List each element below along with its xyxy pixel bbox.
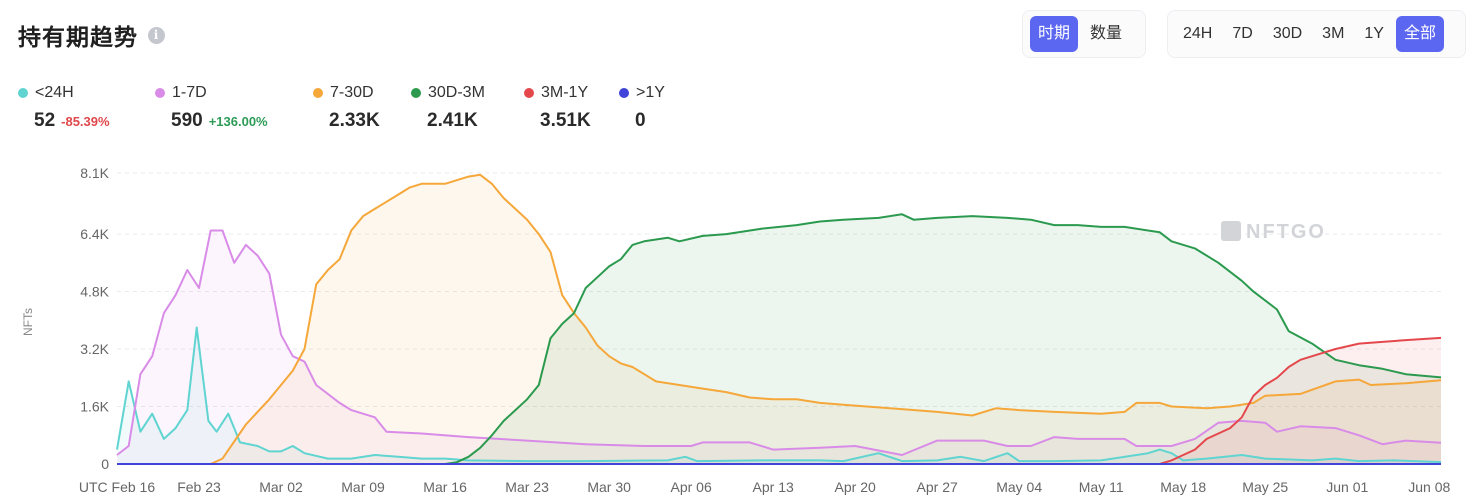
page-title: 持有期趋势 i xyxy=(18,18,165,52)
y-axis: 0 1.6K 3.2K 4.8K 6.4K 8.1K xyxy=(80,165,109,472)
legend-value: 52 xyxy=(34,110,56,131)
x-tick-label: Jun 01 xyxy=(1326,479,1368,495)
legend-dot xyxy=(411,88,421,98)
legend-dot xyxy=(155,88,165,98)
range-7d[interactable]: 7D xyxy=(1232,25,1253,42)
legend-item-30d-3m[interactable]: 30D-3M 2.41K xyxy=(411,84,485,132)
series-area-30d-3m xyxy=(117,214,1441,464)
legend-item-1-7d[interactable]: 1-7D 590 +136.00% xyxy=(155,84,268,132)
range-3m[interactable]: 3M xyxy=(1322,25,1345,42)
legend-value: 3.51K xyxy=(540,110,591,131)
legend-label: 30D-3M xyxy=(428,84,485,101)
legend-label: 1-7D xyxy=(172,84,207,101)
range-all[interactable]: 全部 xyxy=(1395,16,1444,52)
view-option-period[interactable]: 时期 xyxy=(1030,16,1079,52)
watermark-text: NFTGO xyxy=(1246,221,1326,243)
legend-item-3m-1y[interactable]: 3M-1Y 3.51K xyxy=(524,84,591,132)
legend-change: -85.39% xyxy=(61,114,110,129)
series-line-7-30d[interactable] xyxy=(117,173,1442,465)
range-30d[interactable]: 30D xyxy=(1272,25,1303,42)
legend-item-7-30d[interactable]: 7-30D 2.33K xyxy=(313,84,380,132)
x-tick-label: May 18 xyxy=(1160,479,1206,495)
holding-period-chart[interactable]: NFTGO 0 1.6K 3.2K 4.8K 6.4K 8.1K UTC Feb 16 Fe… xyxy=(0,150,1468,499)
nftgo-logo-icon xyxy=(1221,221,1241,241)
series-area-1-7d xyxy=(117,230,1441,464)
y-axis-label: NFTs xyxy=(21,308,35,336)
legend-dot xyxy=(524,88,534,98)
x-tick-label: Apr 20 xyxy=(835,479,876,495)
legend-value: 590 xyxy=(171,110,203,131)
x-tick-label: May 11 xyxy=(1079,479,1124,495)
series-area-3m-1y xyxy=(117,337,1441,464)
y-tick-label: 4.8K xyxy=(80,284,109,300)
info-icon[interactable]: i xyxy=(148,26,165,44)
legend-dot xyxy=(619,88,629,98)
x-tick-label: May 04 xyxy=(996,479,1042,495)
legend-label: 3M-1Y xyxy=(541,84,589,101)
series-line-24h[interactable] xyxy=(116,326,1442,464)
legend-label: <24H xyxy=(35,84,74,101)
x-tick-label: UTC Feb 16 xyxy=(79,479,155,495)
x-tick-label: Apr 13 xyxy=(753,479,794,495)
x-axis: UTC Feb 16 Feb 23 Mar 02 Mar 09 Mar 16 Mar 23… xyxy=(79,479,1451,495)
legend-dot xyxy=(313,88,323,98)
x-tick-label: Mar 30 xyxy=(587,479,631,495)
x-tick-label: Mar 09 xyxy=(341,479,385,495)
y-tick-label: 8.1K xyxy=(80,165,109,181)
y-tick-label: 1.6K xyxy=(80,399,109,415)
legend-value: 2.33K xyxy=(329,110,380,131)
series-area-7-30d xyxy=(117,174,1441,465)
legend-value: 0 xyxy=(635,110,646,131)
page-title-text: 持有期趋势 xyxy=(18,24,138,50)
series-area-24h xyxy=(117,327,1441,464)
range-1y[interactable]: 1Y xyxy=(1364,25,1384,42)
legend-item-lt24h[interactable]: <24H 52 -85.39% xyxy=(18,84,110,132)
x-tick-label: May 25 xyxy=(1242,479,1288,495)
series-lines xyxy=(116,173,1442,465)
series-line-30d-3m[interactable] xyxy=(117,213,1442,465)
x-tick-label: Feb 23 xyxy=(177,479,221,495)
legend-label: >1Y xyxy=(636,84,665,101)
legend-change: +136.00% xyxy=(208,114,268,129)
series-line-3m-1y[interactable] xyxy=(117,336,1442,465)
x-tick-label: Jun 08 xyxy=(1408,479,1450,495)
x-tick-label: Mar 23 xyxy=(505,479,549,495)
range-24h[interactable]: 24H xyxy=(1183,25,1213,42)
legend-dot xyxy=(18,88,28,98)
time-range-toggle: 24H 7D 30D 3M 1Y 全部 xyxy=(1167,10,1466,58)
y-tick-label: 3.2K xyxy=(80,341,109,357)
x-tick-label: Mar 02 xyxy=(259,479,303,495)
y-tick-label: 0 xyxy=(101,456,109,472)
watermark: NFTGO xyxy=(1221,221,1326,243)
x-tick-label: Mar 16 xyxy=(423,479,467,495)
x-tick-label: Apr 27 xyxy=(917,479,958,495)
view-option-quantity[interactable]: 数量 xyxy=(1090,25,1123,42)
series-areas xyxy=(117,174,1441,465)
x-tick-label: Apr 06 xyxy=(670,479,711,495)
y-tick-label: 6.4K xyxy=(80,226,109,242)
view-mode-toggle: 时期 数量 xyxy=(1022,10,1146,58)
legend-item-gt1y[interactable]: >1Y 0 xyxy=(619,84,665,132)
legend-label: 7-30D xyxy=(330,84,374,101)
series-line-1-7d[interactable] xyxy=(116,229,1442,456)
legend-value: 2.41K xyxy=(427,110,478,131)
